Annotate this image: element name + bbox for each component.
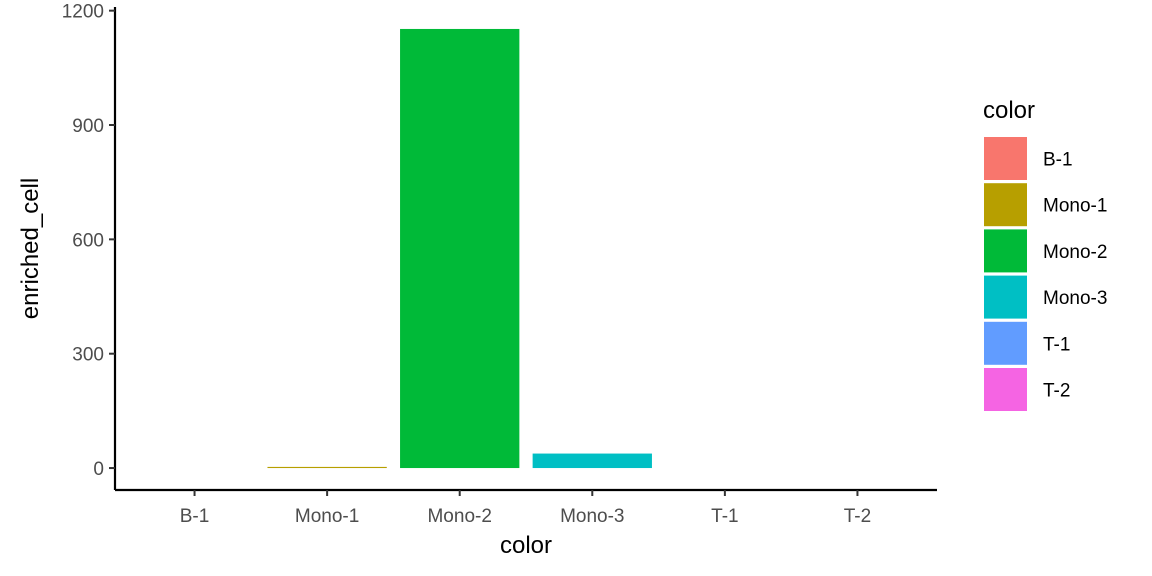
- x-tick-label: T-2: [844, 506, 871, 527]
- x-axis-title: color: [500, 532, 552, 559]
- legend-items: B-1 Mono-1 Mono-2 Mono-3 T-1 T-2: [984, 137, 1107, 411]
- x-tick-label: T-1: [711, 506, 738, 527]
- legend-label: Mono-2: [1043, 242, 1107, 263]
- y-tick-label: 0: [93, 459, 104, 480]
- bar-mono-1: [267, 466, 387, 469]
- bars-layer: [267, 28, 652, 469]
- y-axis-ticks: 0 300 600 900 1200: [62, 2, 115, 480]
- legend-label: B-1: [1043, 150, 1073, 171]
- legend: color B-1 Mono-1 Mono-2 Mono-3 T-1 T-2: [983, 97, 1107, 411]
- legend-key-t-1: [984, 321, 1027, 365]
- x-tick-label: Mono-3: [560, 506, 624, 527]
- y-tick-label: 1200: [62, 2, 104, 23]
- legend-label: Mono-1: [1043, 196, 1107, 217]
- y-axis-title: enriched_cell: [17, 178, 44, 319]
- y-tick-label: 600: [72, 230, 104, 251]
- x-tick-label: Mono-1: [295, 506, 359, 527]
- legend-key-t-2: [984, 368, 1027, 411]
- bar-mono-3: [532, 453, 652, 469]
- legend-label: T-2: [1043, 381, 1070, 402]
- bar-mono-2: [400, 28, 520, 469]
- legend-key-mono-1: [984, 183, 1027, 227]
- y-tick-label: 300: [72, 345, 104, 366]
- x-axis-ticks: B-1 Mono-1 Mono-2 Mono-3 T-1 T-2: [180, 490, 871, 527]
- x-tick-label: B-1: [180, 506, 210, 527]
- x-tick-label: Mono-2: [427, 506, 491, 527]
- y-tick-label: 900: [72, 116, 104, 137]
- legend-label: Mono-3: [1043, 288, 1107, 309]
- legend-label: T-1: [1043, 334, 1070, 355]
- legend-key-mono-2: [984, 229, 1027, 273]
- legend-key-b-1: [984, 137, 1027, 180]
- legend-key-mono-3: [984, 275, 1027, 319]
- legend-title: color: [983, 97, 1035, 124]
- axes-layer: [113, 7, 937, 492]
